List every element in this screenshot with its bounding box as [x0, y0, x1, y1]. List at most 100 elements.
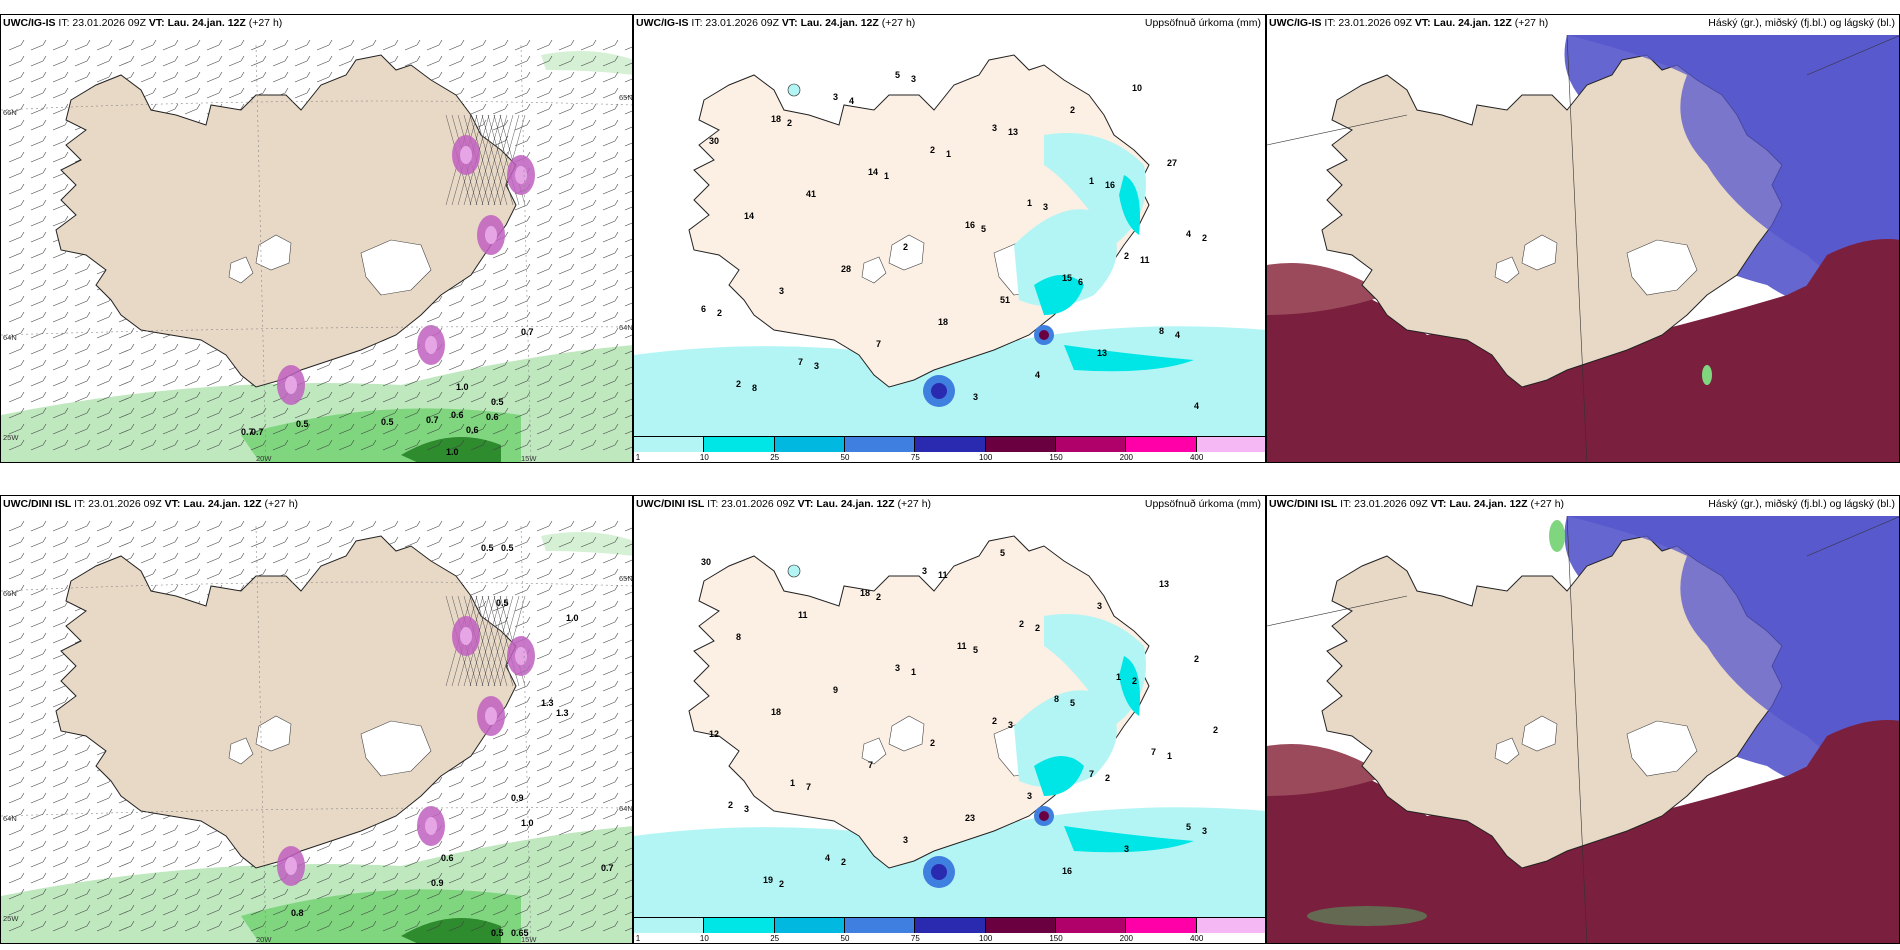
wind-barb: [196, 343, 201, 350]
wind-barb: [30, 220, 44, 227]
wind-barb: [504, 327, 509, 334]
wind-barb: [30, 156, 44, 163]
wind-barb: [624, 62, 632, 67]
wind-barb: [504, 231, 509, 238]
wind-barb: [526, 776, 531, 783]
wind-barb: [460, 359, 465, 366]
wind-barb: [8, 60, 22, 67]
wind-barb: [614, 680, 619, 687]
wind-barb: [394, 39, 399, 46]
wind-barb: [504, 808, 509, 815]
wind-barb: [372, 840, 377, 847]
wind-barb: [86, 536, 91, 543]
wind-barb: [526, 840, 531, 847]
wind-barb: [558, 172, 572, 179]
wind-barb: [162, 76, 176, 83]
precip-cell: [485, 707, 497, 725]
wind-barb: [74, 813, 88, 820]
precip-amount-label: 5: [1070, 698, 1075, 708]
wind-barb: [602, 653, 616, 660]
wind-barb: [558, 717, 572, 724]
wind-barb: [240, 71, 245, 78]
wind-barb: [360, 412, 374, 419]
wind-barb: [30, 829, 44, 836]
wind-barb: [614, 87, 619, 94]
wind-barb: [460, 776, 465, 783]
wind-barb: [350, 888, 355, 895]
wind-barb: [96, 348, 110, 355]
wind-barb: [526, 584, 531, 591]
wind-barb: [140, 364, 154, 371]
wind-barb: [306, 568, 311, 575]
wind-barb: [42, 183, 47, 190]
wind-barb: [8, 653, 22, 660]
wind-barb: [8, 76, 22, 83]
cloud-map: [1267, 496, 1899, 943]
wind-barb: [184, 364, 198, 371]
wind-barb: [20, 776, 25, 783]
wind-barb: [470, 284, 484, 291]
wind-barb: [140, 348, 154, 355]
wind-speed-label: 0.7: [251, 427, 264, 437]
wind-barb: [448, 316, 462, 323]
wind-barb: [416, 520, 421, 527]
wind-barb: [580, 236, 594, 243]
wind-barb: [526, 279, 531, 286]
wind-barb: [570, 407, 575, 414]
wind-barb: [316, 909, 330, 916]
wind-barb: [570, 39, 575, 46]
wind-barb: [624, 607, 632, 612]
wind-barb: [570, 792, 575, 799]
wind-barb: [52, 124, 66, 131]
wind-barb: [372, 423, 377, 430]
wind-barb: [624, 366, 632, 371]
wind-barb: [614, 648, 619, 655]
wind-barb: [42, 792, 47, 799]
wind-barb: [328, 55, 333, 62]
precip-amount-label: 2: [1213, 725, 1218, 735]
wind-barb: [20, 263, 25, 270]
wind-barb: [514, 749, 528, 756]
wind-barb: [536, 92, 550, 99]
wind-barb: [448, 813, 462, 820]
wind-barb: [372, 888, 377, 895]
wind-barb: [624, 334, 632, 339]
wind-barb: [350, 536, 355, 543]
colorbar-tick: 1: [635, 934, 641, 943]
wind-barb: [592, 824, 597, 831]
axis-label: 65N: [619, 93, 633, 102]
wind-barb: [30, 316, 44, 323]
wind-barb: [108, 824, 113, 831]
colorbar-tick: 75: [910, 934, 920, 943]
wind-barb: [8, 525, 22, 532]
wind-barb: [294, 573, 308, 580]
wind-barb: [482, 888, 487, 895]
wind-barb: [316, 60, 330, 67]
wind-barb: [514, 268, 528, 275]
wind-barb: [492, 364, 506, 371]
wind-barb: [394, 375, 399, 382]
wind-barb: [250, 893, 264, 900]
wind-barb: [614, 311, 619, 318]
wind-barb: [492, 412, 506, 419]
wind-barb: [602, 44, 616, 51]
wind-barb: [460, 71, 465, 78]
wind-barb: [8, 893, 22, 900]
precip-amount-label: 5: [1000, 548, 1005, 558]
wind-barb: [30, 44, 44, 51]
wind-barb: [602, 220, 616, 227]
wind-barb: [42, 439, 47, 446]
precip-amount-label: 41: [806, 189, 816, 199]
precip-shading: [1034, 756, 1084, 796]
wind-barb: [514, 300, 528, 307]
wind-barb: [74, 348, 88, 355]
wind-barb: [602, 364, 616, 371]
wind-barb: [438, 856, 443, 863]
wind-barb: [536, 653, 550, 660]
wind-barb: [108, 359, 113, 366]
wind-barb: [118, 829, 132, 836]
wind-barb: [580, 444, 594, 451]
wind-barb: [30, 140, 44, 147]
panel-header: UWC/IG-IS IT: 23.01.2026 09Z VT: Lau. 24…: [3, 17, 283, 29]
wind-barb: [614, 904, 619, 911]
